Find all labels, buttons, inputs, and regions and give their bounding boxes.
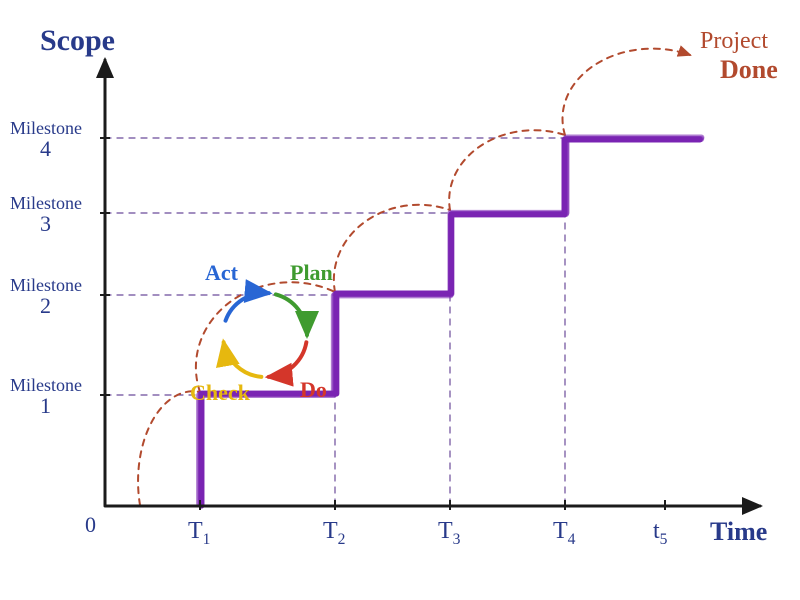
y-axis-label: Scope: [40, 24, 115, 57]
y-tick-3: Milestone: [10, 118, 82, 138]
project-done-label-2: Done: [720, 55, 778, 84]
x-tick-2: T3: [438, 518, 461, 548]
y-tick-2: Milestone: [10, 193, 82, 213]
project-done-label: Project: [700, 28, 768, 54]
y-tick-num-2: 3: [40, 211, 51, 236]
y-tick-0: Milestone: [10, 375, 82, 395]
pdca-cycle: Act Plan Do Check: [190, 260, 333, 405]
pdca-check: Check: [190, 380, 251, 405]
x-axis-label: Time: [710, 517, 767, 546]
axes: T1T2T3T4t5Milestone1Milestone2Milestone3…: [10, 60, 760, 548]
y-tick-num-0: 1: [40, 393, 51, 418]
pdca-act: Act: [205, 260, 239, 285]
origin-label: 0: [85, 512, 96, 537]
x-tick-0: T1: [188, 518, 210, 548]
pdca-do: Do: [300, 377, 327, 402]
y-tick-num-1: 2: [40, 293, 51, 318]
x-tick-3: T4: [553, 518, 576, 548]
x-tick-4: t5: [653, 518, 668, 548]
pdca-plan: Plan: [290, 260, 333, 285]
y-tick-num-3: 4: [40, 136, 51, 161]
x-tick-1: T2: [323, 518, 345, 548]
y-tick-1: Milestone: [10, 275, 82, 295]
